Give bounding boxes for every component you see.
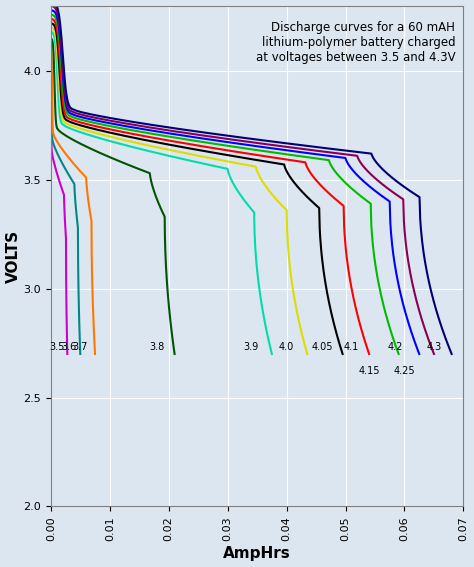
Text: 4.1: 4.1 [344, 342, 359, 353]
Text: Discharge curves for a 60 mAH
lithium-polymer battery charged
at voltages betwee: Discharge curves for a 60 mAH lithium-po… [255, 20, 455, 64]
Text: 3.6: 3.6 [61, 342, 76, 353]
Text: 3.9: 3.9 [244, 342, 259, 353]
Text: 3.5: 3.5 [49, 342, 64, 353]
Text: 4.05: 4.05 [311, 342, 333, 353]
Text: 4.25: 4.25 [394, 366, 415, 376]
Y-axis label: VOLTS: VOLTS [6, 230, 20, 282]
Text: 4.2: 4.2 [388, 342, 403, 353]
Text: 4.3: 4.3 [426, 342, 442, 353]
Text: 4.0: 4.0 [279, 342, 294, 353]
X-axis label: AmpHrs: AmpHrs [223, 547, 291, 561]
Text: 3.7: 3.7 [73, 342, 88, 353]
Text: 3.8: 3.8 [149, 342, 164, 353]
Text: 4.15: 4.15 [358, 366, 380, 376]
